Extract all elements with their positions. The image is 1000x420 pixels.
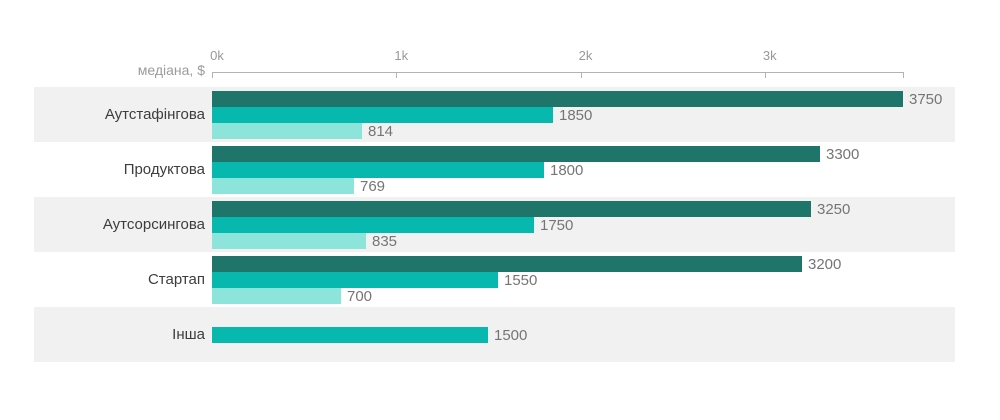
bar-value-label: 3250 [817, 201, 851, 218]
x-tick-label: 1k [394, 48, 409, 63]
bar-light [212, 178, 354, 194]
category-label: Продуктова [123, 161, 205, 178]
bar-medium [212, 327, 488, 343]
x-tick-mark [212, 72, 213, 78]
bar-value-label: 3300 [826, 146, 860, 163]
bar-value-label: 1750 [540, 217, 574, 234]
category-label: Аутсорсингова [102, 216, 205, 233]
x-tick-mark [764, 72, 766, 78]
bar-value-label: 1850 [559, 107, 593, 124]
bar-medium [212, 107, 553, 123]
bar-medium [212, 272, 498, 288]
axis-title: медіана, $ [137, 62, 205, 78]
x-tick-mark [580, 72, 582, 78]
x-tick-label: 0k [210, 48, 224, 63]
bar-dark [212, 256, 802, 272]
bar-value-label: 835 [372, 233, 398, 250]
chart-row: Аутсорсингова 3250 1750 835 [0, 197, 1000, 252]
bar-value-label: 1800 [550, 162, 584, 179]
bar-value-label: 3200 [808, 256, 842, 273]
x-axis-end-tick [903, 72, 904, 78]
chart-row: Аутстафінгова 3750 1850 814 [0, 87, 1000, 142]
chart-row: Продуктова 3300 1800 769 [0, 142, 1000, 197]
x-axis-line [212, 72, 903, 73]
bar-medium [212, 217, 534, 233]
bar-light [212, 288, 341, 304]
x-tick-label: 3k [762, 48, 777, 63]
bar-light [212, 123, 362, 139]
bar-value-label: 1550 [504, 272, 538, 289]
x-tick-label: 2k [578, 48, 593, 63]
bar-value-label: 3750 [909, 91, 943, 108]
bar-value-label: 814 [368, 123, 394, 140]
bar-light [212, 233, 366, 249]
category-label: Інша [172, 326, 205, 343]
bar-value-label: 1500 [494, 327, 528, 344]
x-tick-mark [396, 72, 398, 78]
chart-row: Стартап 3200 1550 700 [0, 252, 1000, 307]
category-label: Аутстафінгова [104, 106, 205, 123]
chart-row: Інша 1500 [0, 307, 1000, 362]
bar-value-label: 700 [347, 288, 373, 305]
row-stripe [34, 307, 955, 362]
bar-dark [212, 91, 903, 107]
bar-dark [212, 201, 811, 217]
bar-value-label: 769 [360, 178, 386, 195]
bar-medium [212, 162, 544, 178]
bar-dark [212, 146, 820, 162]
category-label: Стартап [147, 271, 205, 288]
